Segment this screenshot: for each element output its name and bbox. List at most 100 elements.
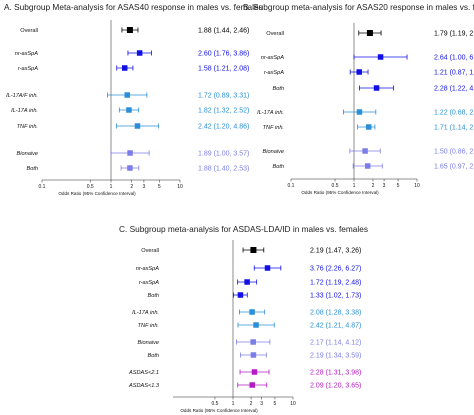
point-estimate-marker: [364, 163, 371, 169]
forest-panel-a: A. Subgroup Meta-analysis for ASAS40 res…: [4, 2, 263, 196]
point-estimate-marker: [365, 124, 372, 130]
point-estimate-marker: [124, 92, 131, 98]
or-ci-text: 2.42 (1.20, 4.86): [198, 123, 249, 130]
point-estimate-marker: [249, 309, 255, 315]
or-ci-text: 2.28 (1.22, 4.24): [434, 85, 474, 92]
row-label: TNF inh.: [263, 125, 284, 131]
or-ci-text: 1.88 (1.44, 2.46): [198, 27, 249, 34]
row-label: nr-axSpA: [136, 266, 159, 272]
or-ci-text: 1.58 (1.21, 2.08): [198, 65, 249, 72]
row-label: IL-17A inh.: [11, 108, 38, 114]
row-label: Overall: [141, 248, 159, 254]
x-tick-label: 0.1: [288, 183, 295, 189]
row-label: Overall: [266, 31, 284, 37]
point-estimate-marker: [126, 107, 132, 113]
x-tick-label: 0.5: [332, 183, 339, 189]
x-tick-label: 3: [383, 183, 386, 189]
or-ci-text: 2.19 (1.47, 3.26): [310, 247, 361, 254]
row-label: Bionaive: [17, 151, 38, 157]
x-tick-label: 0.5: [87, 184, 94, 190]
x-tick-label: 10: [414, 183, 420, 189]
or-ci-text: 2.09 (1.20, 3.65): [310, 382, 361, 389]
point-estimate-marker: [377, 54, 384, 60]
point-estimate-marker: [244, 279, 250, 285]
point-estimate-marker: [249, 382, 255, 388]
or-ci-text: 1.33 (1.02, 1.73): [310, 292, 361, 299]
point-estimate-marker: [253, 322, 259, 328]
x-tick-label: 5: [397, 183, 400, 189]
x-tick-label: 3: [260, 401, 263, 407]
x-tick-label: 10: [177, 184, 183, 190]
x-tick-label: 5: [158, 184, 161, 190]
point-estimate-marker: [356, 69, 362, 75]
row-label: Both: [147, 353, 159, 359]
forest-panel-c: C. Subgroup meta-analysis for ASDAS-LDA/…: [119, 224, 368, 413]
panel-title: A. Subgroup Meta-analysis for ASAS40 res…: [4, 2, 263, 12]
or-ci-text: 2.42 (1.21, 4.87): [310, 322, 361, 329]
row-label: r-axSpA: [139, 280, 159, 286]
point-estimate-marker: [366, 30, 373, 36]
or-ci-text: 2.19 (1.34, 3.59): [310, 352, 361, 359]
x-tick-label: 2: [372, 183, 375, 189]
or-ci-text: 1.79 (1.19, 2.69): [434, 30, 474, 37]
x-tick-label: 5: [274, 401, 277, 407]
panel-title: C. Subgroup meta-analysis for ASDAS-LDA/…: [119, 224, 368, 234]
x-tick-label: 3: [143, 184, 146, 190]
row-label: Both: [147, 293, 159, 299]
point-estimate-marker: [127, 165, 133, 171]
panel-title: B. Subgroup meta-analysis for ASAS20 res…: [243, 2, 474, 12]
or-ci-text: 1.72 (1.19, 2.48): [310, 279, 361, 286]
row-label: Bionaive: [263, 149, 284, 155]
point-estimate-marker: [356, 109, 363, 115]
point-estimate-marker: [136, 50, 143, 56]
or-ci-text: 1.65 (0.97, 2.81): [434, 163, 474, 170]
row-label: Bionaive: [138, 340, 159, 346]
point-estimate-marker: [250, 339, 256, 345]
or-ci-text: 2.08 (1.28, 3.38): [310, 309, 361, 316]
or-ci-text: 1.89 (1.00, 3.57): [198, 150, 249, 157]
x-tick-label: 1: [110, 184, 113, 190]
x-axis-label: Odds Ratio (95% Confidence Interval): [58, 191, 136, 196]
row-label: Both: [26, 166, 38, 172]
row-label: r-axSpA: [18, 66, 38, 72]
forest-panel-b: B. Subgroup meta-analysis for ASAS20 res…: [243, 2, 474, 195]
row-label: IL-17A inh.: [132, 310, 159, 316]
or-ci-text: 1.72 (0.89, 3.31): [198, 92, 249, 99]
or-ci-text: 1.21 (0.87, 1.67): [434, 69, 474, 76]
or-ci-text: 1.88 (1.40, 2.53): [198, 165, 249, 172]
x-tick-label: 0.5: [211, 401, 218, 407]
row-label: ASDAS<1.3: [128, 383, 160, 389]
x-tick-label: 1: [353, 183, 356, 189]
row-label: TNF inh.: [17, 124, 38, 130]
or-ci-text: 1.22 (0.68, 2.22): [434, 109, 474, 116]
row-label: IL-17A inh.: [257, 110, 284, 116]
row-label: nr-axSpA: [261, 55, 284, 61]
x-axis-label: Odds Ratio (95% Confidence Interval): [301, 190, 379, 195]
row-label: IL-17A/F inh.: [6, 93, 38, 99]
row-label: TNF inh.: [138, 323, 159, 329]
or-ci-text: 1.71 (1.14, 2.15): [434, 124, 474, 131]
point-estimate-marker: [251, 369, 258, 375]
row-label: r-axSpA: [264, 70, 284, 76]
x-tick-label: 0.1: [39, 184, 46, 190]
x-tick-label: 1: [232, 401, 235, 407]
point-estimate-marker: [250, 352, 257, 358]
or-ci-text: 1.50 (0.86, 2.61): [434, 148, 474, 155]
point-estimate-marker: [126, 27, 133, 33]
x-tick-label: 2: [250, 401, 253, 407]
row-label: Both: [272, 164, 284, 170]
or-ci-text: 1.82 (1.32, 2.52): [198, 107, 249, 114]
or-ci-text: 2.17 (1.14, 4.12): [310, 339, 361, 346]
x-tick-label: 2: [130, 184, 133, 190]
x-axis-label: Odds Ratio (95% Confidence Interval): [180, 408, 258, 413]
point-estimate-marker: [127, 150, 133, 156]
row-label: ASDAS<2.1: [128, 370, 159, 376]
row-label: Overall: [20, 28, 38, 34]
or-ci-text: 3.76 (2.26, 6.27): [310, 265, 361, 272]
x-tick-label: 10: [290, 401, 296, 407]
point-estimate-marker: [121, 65, 128, 71]
row-label: nr-axSpA: [15, 51, 38, 57]
or-ci-text: 2.64 (1.00, 6.95): [434, 54, 474, 61]
point-estimate-marker: [373, 85, 380, 91]
